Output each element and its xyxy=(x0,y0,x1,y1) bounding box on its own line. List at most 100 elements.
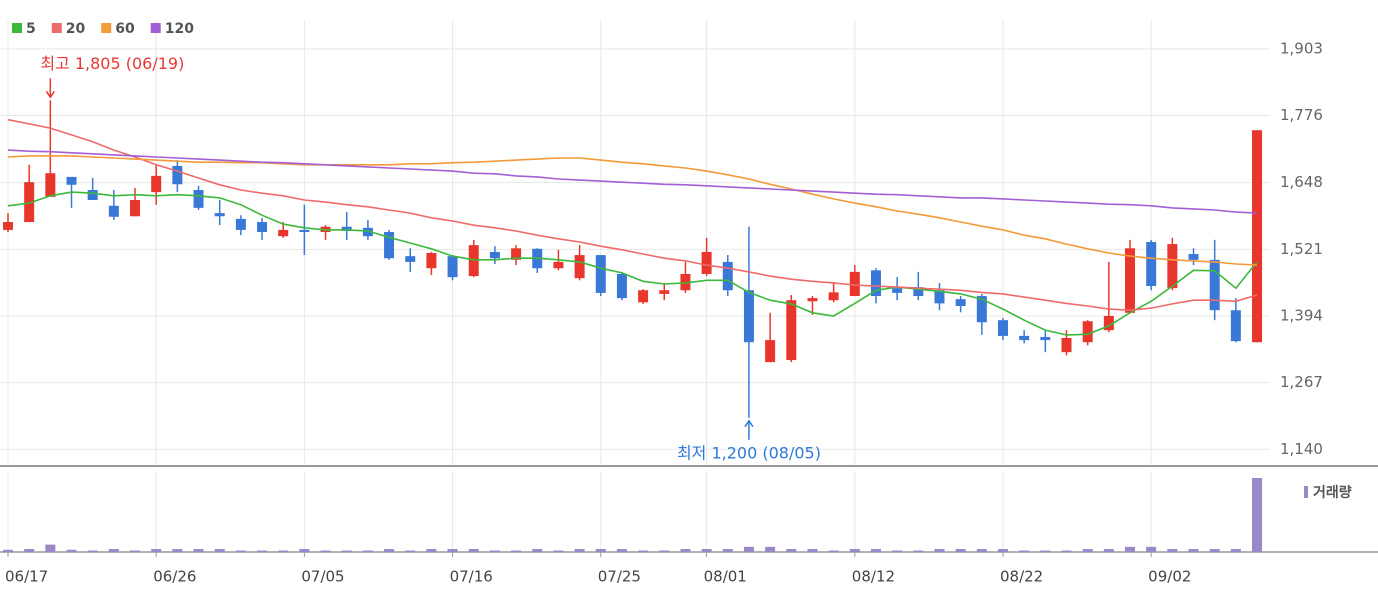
candle-body xyxy=(130,199,141,217)
candle-body xyxy=(24,182,35,223)
volume-bar xyxy=(997,549,1008,552)
volume-bar xyxy=(976,549,987,552)
x-tick-label: 07/05 xyxy=(301,568,344,586)
candle-body xyxy=(489,251,500,259)
volume-bar xyxy=(151,549,162,552)
candle-body xyxy=(786,300,797,361)
candle-body xyxy=(341,226,352,231)
volume-bar xyxy=(680,549,691,552)
y-tick-label: 1,394 xyxy=(1280,306,1323,324)
ma-line xyxy=(7,149,1258,214)
candle-body xyxy=(1146,241,1157,287)
candle-body xyxy=(1188,254,1199,260)
y-tick-label: 1,903 xyxy=(1280,39,1323,57)
volume-bar xyxy=(1125,546,1136,552)
candle-body xyxy=(1103,315,1114,331)
y-tick-label: 1,776 xyxy=(1280,106,1323,124)
legend-swatch xyxy=(12,23,22,33)
candle-body xyxy=(934,290,945,304)
volume-bar xyxy=(1209,549,1220,552)
volume-bar xyxy=(638,550,649,552)
volume-bar xyxy=(659,550,670,552)
volume-bar xyxy=(595,549,606,552)
volume-bar xyxy=(45,544,56,552)
annotation-high: 최고 1,805 (06/19) xyxy=(40,54,184,73)
volume-bar xyxy=(1082,549,1093,552)
volume-bar xyxy=(468,549,479,552)
y-tick-label: 1,521 xyxy=(1280,240,1323,258)
volume-bar xyxy=(722,549,733,552)
volume-bar xyxy=(1019,550,1030,552)
candle-body xyxy=(151,175,162,193)
volume-bar xyxy=(278,550,289,552)
volume-bar xyxy=(1040,550,1051,552)
volume-bar xyxy=(1252,478,1263,552)
candle-body xyxy=(193,190,204,208)
volume-bar xyxy=(362,550,373,552)
volume-bar xyxy=(828,550,839,552)
candle-body xyxy=(1167,244,1178,289)
candle-body xyxy=(595,255,606,293)
volume-bar xyxy=(553,550,564,552)
candle-body xyxy=(108,205,119,217)
volume-bar xyxy=(786,549,797,552)
candle-body xyxy=(3,222,13,230)
volume-bar xyxy=(447,549,458,552)
volume-bar xyxy=(892,550,903,552)
candle-body xyxy=(807,298,818,302)
volume-legend-label: 거래량 xyxy=(1313,485,1352,501)
candle-body xyxy=(659,290,670,294)
candle-body xyxy=(828,292,839,301)
volume-bar xyxy=(1188,549,1199,552)
x-tick-label: 06/17 xyxy=(5,568,48,586)
candle-body xyxy=(511,248,522,260)
x-tick-label: 06/26 xyxy=(153,568,196,586)
candle-body xyxy=(362,227,373,237)
candle-body xyxy=(765,340,776,363)
candle-body xyxy=(1230,310,1241,342)
x-tick-label: 07/25 xyxy=(598,568,641,586)
candle-body xyxy=(997,320,1008,336)
volume-bar xyxy=(193,549,204,552)
candle-body xyxy=(1209,259,1220,311)
volume-bar xyxy=(701,549,712,552)
candle-body xyxy=(849,271,860,297)
ma-line xyxy=(7,191,1258,336)
volume-bar xyxy=(214,549,225,552)
candle-body xyxy=(976,296,987,323)
volume-bar xyxy=(1103,549,1114,552)
candle-body xyxy=(299,229,310,233)
candle-body xyxy=(87,190,98,200)
candle-body xyxy=(447,256,458,278)
volume-bar xyxy=(913,550,924,552)
candle-body xyxy=(45,173,56,197)
volume-bar xyxy=(765,546,776,552)
volume-legend-swatch xyxy=(1304,486,1308,498)
candle-body xyxy=(743,290,754,343)
candle-body xyxy=(892,288,903,293)
candle-body xyxy=(574,255,585,279)
x-tick-label: 09/02 xyxy=(1148,568,1191,586)
volume-bar xyxy=(384,549,395,552)
candle-body xyxy=(66,176,77,185)
candle-body xyxy=(257,222,268,233)
legend-label: 60 xyxy=(115,21,135,37)
annotation-arrowhead xyxy=(744,419,754,428)
volume-bar xyxy=(235,550,246,552)
volume-bar xyxy=(172,549,183,552)
candle-body xyxy=(1125,248,1136,313)
candle-body xyxy=(722,261,733,291)
candle-body xyxy=(278,229,289,237)
volume-bar xyxy=(743,546,754,552)
volume-bar xyxy=(405,550,416,552)
candle-body xyxy=(616,273,627,299)
volume-bar xyxy=(130,550,141,552)
volume-bar xyxy=(849,549,860,552)
candle-body xyxy=(235,218,246,230)
x-tick-label: 08/01 xyxy=(704,568,747,586)
volume-bar xyxy=(299,549,310,552)
volume-bar xyxy=(616,549,627,552)
x-tick-label: 08/12 xyxy=(852,568,895,586)
volume-bar xyxy=(1146,546,1157,552)
volume-bar xyxy=(66,549,77,552)
